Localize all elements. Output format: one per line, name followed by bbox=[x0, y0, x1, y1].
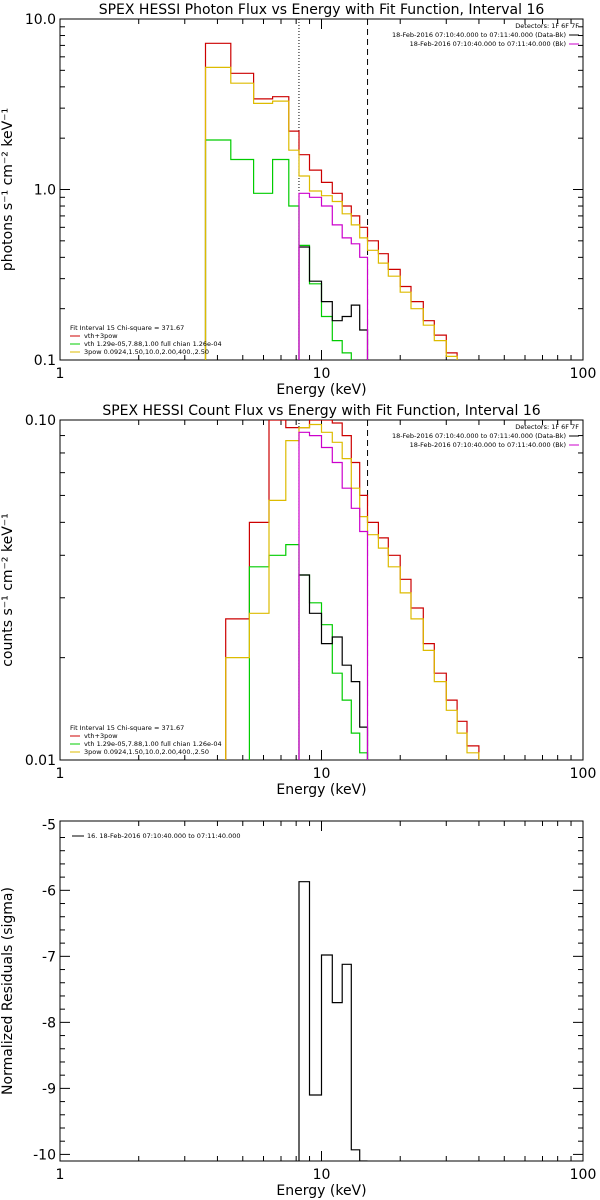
series-line-1 bbox=[225, 420, 480, 760]
legend-header: Fit Interval 15 Chi-square = 371.67 bbox=[70, 324, 184, 332]
series-line-5 bbox=[298, 431, 369, 760]
legend-entry: 18-Feb-2016 07:10:40.000 to 07:11:40.000… bbox=[392, 432, 566, 440]
legend-entry: 18-Feb-2016 07:10:40.000 to 07:11:40.000… bbox=[410, 441, 566, 449]
series-line-3 bbox=[204, 66, 458, 360]
x-tick-label: 1 bbox=[56, 766, 65, 782]
y-tick-label: 0.01 bbox=[25, 753, 56, 769]
series-line-3 bbox=[225, 423, 480, 760]
y-tick-label: -8 bbox=[42, 1015, 56, 1031]
y-ticks bbox=[60, 419, 583, 761]
chart-title: SPEX HESSI Photon Flux vs Energy with Fi… bbox=[99, 2, 545, 18]
legend-bottom: Fit Interval 15 Chi-square = 371.67vth+3… bbox=[70, 724, 222, 756]
legend-header: Fit Interval 15 Chi-square = 371.67 bbox=[70, 724, 184, 732]
x-ticks bbox=[59, 420, 584, 760]
series-line-1 bbox=[204, 42, 458, 360]
legend-header: Detectors: 1F 6F 7F bbox=[515, 423, 579, 431]
y-tick-label: 0.10 bbox=[25, 413, 56, 429]
chart-panel-3: 1 10 100 -10 -9 -8 -7 -6 -5 Energy (keV) Normalize… bbox=[0, 817, 596, 1199]
legend-top: 16. 18-Feb-2016 07:10:40.000 to 07:11:40… bbox=[72, 832, 240, 840]
x-tick-label: 100 bbox=[570, 766, 597, 782]
y-axis-label: Normalized Residuals (sigma) bbox=[0, 887, 16, 1095]
x-ticks bbox=[59, 821, 584, 1161]
legend-entry: vth+3pow bbox=[84, 332, 118, 340]
x-axis-label: Energy (keV) bbox=[276, 1183, 366, 1199]
legend-bottom: Fit Interval 15 Chi-square = 371.67vth+3… bbox=[70, 324, 222, 356]
series-line-2 bbox=[204, 139, 352, 360]
legend-entry: 3pow 0.0924,1.50,10.0,2.00,400.,2.50 bbox=[84, 348, 209, 356]
y-axis-label: counts s⁻¹ cm⁻² keV⁻¹ bbox=[0, 513, 16, 667]
y-tick-label: -10 bbox=[33, 1147, 56, 1163]
series-line-4 bbox=[298, 574, 369, 760]
y-axis-label: photons s⁻¹ cm⁻² keV⁻¹ bbox=[0, 108, 16, 271]
y-tick-label: -9 bbox=[42, 1081, 56, 1097]
x-axis-label: Energy (keV) bbox=[276, 382, 366, 398]
x-ticks bbox=[59, 19, 584, 360]
chart-panel-2: 1 10 100 0.01 0.10 SPEX HESSI Count Flux vs E… bbox=[0, 403, 596, 798]
legend-header: Detectors: 1F 6F 7F bbox=[515, 22, 579, 30]
x-tick-label: 10 bbox=[313, 1167, 331, 1183]
series-group bbox=[298, 881, 368, 1161]
legend-entry: vth 1.29e-05,7.88,1.00 full chian 1.26e-… bbox=[84, 340, 222, 348]
y-tick-label: 0.1 bbox=[34, 353, 56, 369]
legend-entry: 18-Feb-2016 07:10:40.000 to 07:11:40.000… bbox=[410, 40, 566, 48]
y-ticks bbox=[60, 18, 583, 361]
x-tick-label: 100 bbox=[570, 366, 597, 382]
chart-panel-1: 1 10 100 0.1 1.0 10.0 SPEX HESSI Photon Flux v… bbox=[0, 2, 596, 398]
legend-entry: 3pow 0.0924,1.50,10.0,2.00,400.,2.50 bbox=[84, 748, 209, 756]
y-ticks bbox=[60, 837, 583, 1155]
legend-entry: vth+3pow bbox=[84, 732, 118, 740]
y-tick-label: -7 bbox=[42, 949, 56, 965]
series-line-1 bbox=[298, 881, 368, 1161]
legend-entry: 18-Feb-2016 07:10:40.000 to 07:11:40.000… bbox=[392, 31, 566, 39]
y-tick-label: -5 bbox=[42, 817, 56, 833]
series-line-4 bbox=[298, 246, 369, 360]
x-tick-label: 100 bbox=[570, 1167, 597, 1183]
y-tick-label: 10.0 bbox=[25, 12, 56, 28]
series-line-2 bbox=[248, 544, 369, 760]
y-tick-label: -6 bbox=[42, 883, 56, 899]
series-group bbox=[225, 420, 480, 760]
series-line-5 bbox=[298, 192, 369, 360]
y-tick-label: 1.0 bbox=[34, 183, 56, 199]
plot-frame bbox=[59, 419, 584, 761]
legend-entry: vth 1.29e-05,7.88,1.00 full chian 1.26e-… bbox=[84, 740, 222, 748]
series-group bbox=[204, 42, 458, 360]
x-tick-label: 10 bbox=[313, 766, 331, 782]
x-axis-label: Energy (keV) bbox=[276, 782, 366, 798]
x-tick-label: 1 bbox=[56, 366, 65, 382]
x-tick-label: 10 bbox=[313, 366, 331, 382]
chart-title: SPEX HESSI Count Flux vs Energy with Fit… bbox=[102, 403, 540, 419]
x-tick-label: 1 bbox=[56, 1167, 65, 1183]
legend-entry: 16. 18-Feb-2016 07:10:40.000 to 07:11:40… bbox=[87, 832, 240, 840]
